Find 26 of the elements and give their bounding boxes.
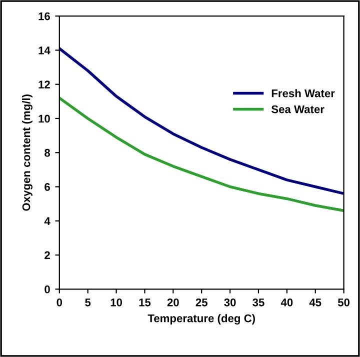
y-tick-label: 8 xyxy=(44,148,50,157)
x-tick-label: 10 xyxy=(110,298,122,306)
y-tick-label: 2 xyxy=(44,251,50,260)
x-tick-label: 0 xyxy=(56,298,62,306)
x-tick-label: 35 xyxy=(252,298,264,306)
y-tick-label: 6 xyxy=(44,183,50,191)
line-series xyxy=(59,96,344,212)
x-tick-label: 5 xyxy=(85,298,91,306)
legend-label: Sea Water xyxy=(271,105,324,114)
x-tick-label: 50 xyxy=(338,298,350,306)
y-tick-label: 12 xyxy=(38,80,50,88)
x-axis-title: Temperature (deg C) xyxy=(148,314,255,325)
y-tick-label: 16 xyxy=(38,12,50,20)
x-tick-label: 30 xyxy=(224,298,236,306)
y-tick-label: 0 xyxy=(44,285,50,294)
y-axis-title: Oxygen content (mg/l) xyxy=(22,94,32,211)
x-tick-label: 15 xyxy=(139,298,151,306)
line-series xyxy=(59,47,344,195)
x-tick-label: 45 xyxy=(309,298,322,306)
x-tick-label: 40 xyxy=(280,298,293,306)
y-tick-label: 10 xyxy=(38,114,50,123)
legend-label: Fresh Water xyxy=(272,89,335,98)
x-tick-label: 25 xyxy=(196,298,208,306)
x-tick-label: 20 xyxy=(167,298,179,306)
y-tick-label: 14 xyxy=(38,46,50,54)
y-tick-label: 4 xyxy=(44,217,50,225)
